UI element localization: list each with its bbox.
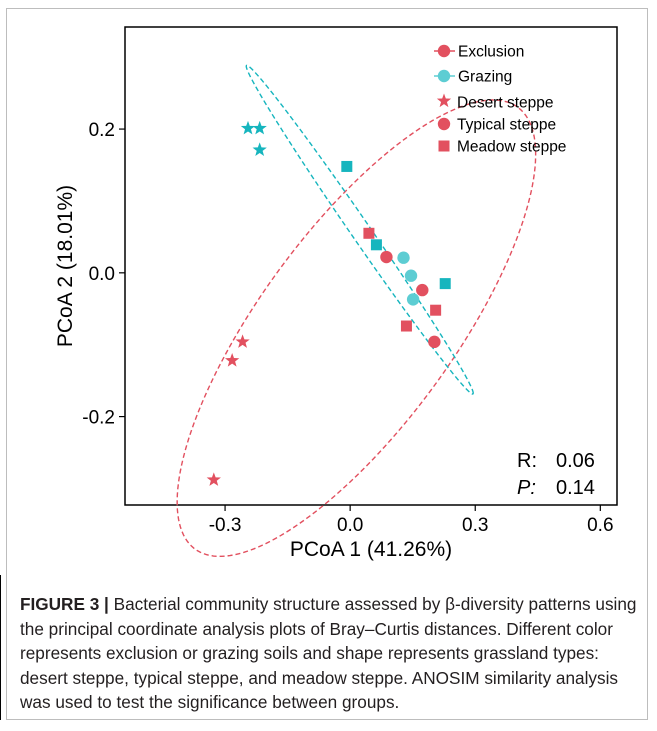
point-grazing-star-2 xyxy=(252,142,267,156)
point-grazing-star-1 xyxy=(252,120,267,135)
legend-circle-exclusion xyxy=(437,44,451,58)
legend-label-exclusion: Exclusion xyxy=(458,44,524,61)
legend-label-grazing: Grazing xyxy=(458,69,512,86)
y-axis-label: PCoA 2 (18.01%) xyxy=(54,185,77,347)
legend-label-desert: Desert steppe xyxy=(457,95,554,112)
x-tick-label-3: 0.6 xyxy=(587,515,613,536)
point-grazing-square-2 xyxy=(439,278,451,290)
ellipse-grazing xyxy=(245,64,474,395)
point-grazing-circle-0 xyxy=(397,251,410,264)
y-tick-label-0: -0.2 xyxy=(82,408,115,429)
legend-item-desert-steppe: Desert steppe xyxy=(436,93,554,112)
caption-text: Bacterial community structure assessed b… xyxy=(20,594,637,712)
stat-r-label: R: xyxy=(517,450,537,472)
legend-label-typical: Typical steppe xyxy=(457,117,556,134)
x-tick-label-0: -0.3 xyxy=(209,515,242,536)
point-exclusion-circle-2 xyxy=(428,335,441,349)
ellipse-exclusion xyxy=(176,99,537,558)
point-grazing-square-0 xyxy=(341,160,353,172)
axes: -0.3 0.0 0.3 0.6 -0.2 0.0 0.2 xyxy=(82,120,613,536)
point-exclusion-star-2 xyxy=(206,472,221,486)
stat-r-value: 0.06 xyxy=(556,450,595,472)
point-exclusion-circle-0 xyxy=(380,250,393,264)
legend-circle-typical xyxy=(437,117,451,131)
anosim-stats: R: 0.06 P: 0.14 xyxy=(517,450,595,499)
x-tick-label-2: 0.3 xyxy=(462,515,488,536)
legend-circle-grazing xyxy=(437,69,451,83)
point-exclusion-square-0 xyxy=(363,227,375,239)
legend-item-exclusion: Exclusion xyxy=(434,44,524,61)
stat-p-label: P: xyxy=(517,477,536,499)
x-tick-label-1: 0.0 xyxy=(337,515,363,536)
point-grazing-circle-1 xyxy=(404,269,418,282)
x-axis-label: PCoA 1 (41.26%) xyxy=(290,538,452,561)
legend-square-meadow xyxy=(438,140,450,152)
data-points xyxy=(206,120,451,486)
legend-item-meadow-steppe: Meadow steppe xyxy=(438,139,566,156)
figure-frame xyxy=(6,8,648,720)
caption-rule xyxy=(0,575,1,720)
plot-area xyxy=(124,26,618,506)
y-tick-label-2: 0.2 xyxy=(89,120,115,141)
point-exclusion-star-0 xyxy=(235,334,250,348)
legend: Exclusion Grazing Desert steppe Typical … xyxy=(434,44,566,156)
point-grazing-circle-2 xyxy=(406,293,420,306)
legend-item-grazing: Grazing xyxy=(434,69,512,86)
point-grazing-star-0 xyxy=(240,120,256,135)
point-grazing-square-1 xyxy=(370,239,382,251)
legend-star-icon xyxy=(436,93,452,108)
point-exclusion-star-1 xyxy=(225,353,240,367)
stat-p-value: 0.14 xyxy=(556,477,595,499)
confidence-ellipses xyxy=(176,64,537,558)
point-exclusion-circle-1 xyxy=(416,283,429,297)
point-exclusion-square-1 xyxy=(400,320,412,332)
legend-item-typical-steppe: Typical steppe xyxy=(437,117,556,134)
y-tick-label-1: 0.0 xyxy=(89,264,115,285)
figure-caption: FIGURE 3 | Bacterial community structure… xyxy=(20,592,638,715)
legend-label-meadow: Meadow steppe xyxy=(457,139,566,156)
point-exclusion-square-2 xyxy=(430,304,442,316)
caption-label: FIGURE 3 | xyxy=(20,594,109,614)
